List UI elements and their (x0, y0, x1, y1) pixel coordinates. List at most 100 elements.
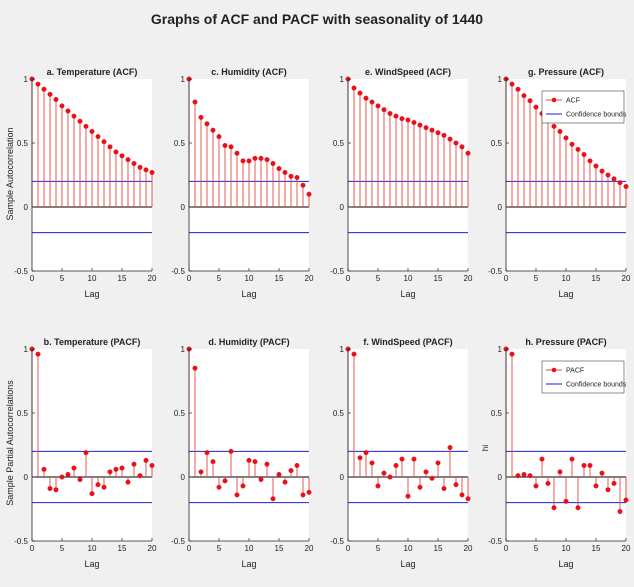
marker-lag-3 (363, 450, 369, 456)
y-tick-label: 1 (498, 75, 503, 84)
x-tick-label: 20 (464, 274, 473, 283)
x-tick-label: 10 (88, 274, 97, 283)
marker-lag-15 (593, 483, 599, 489)
y-tick-label: 0.5 (17, 139, 29, 148)
y-tick-label: -0.5 (171, 267, 185, 276)
y-tick-label: 0 (498, 473, 503, 482)
x-tick-label: 5 (534, 544, 539, 553)
marker-lag-8 (551, 123, 557, 129)
marker-lag-6 (381, 107, 387, 113)
marker-lag-6 (65, 471, 71, 477)
marker-lag-11 (569, 141, 575, 147)
panel-title: a. Temperature (ACF) (47, 67, 138, 77)
legend-box (541, 360, 625, 394)
marker-lag-9 (83, 450, 89, 456)
marker-lag-13 (423, 469, 429, 475)
panel-title: c. Humidity (ACF) (211, 67, 287, 77)
marker-lag-20 (306, 191, 312, 197)
x-axis-label: Lag (84, 559, 99, 569)
legend-entry-series: ACF (566, 98, 580, 105)
marker-lag-3 (204, 121, 210, 127)
marker-lag-1 (35, 81, 41, 87)
marker-lag-5 (216, 484, 222, 490)
x-axis-label: Lag (400, 289, 415, 299)
marker-lag-3 (47, 486, 53, 492)
marker-lag-4 (210, 127, 216, 133)
marker-lag-8 (77, 477, 83, 483)
x-tick-label: 20 (464, 544, 473, 553)
y-tick-label: -0.5 (488, 267, 502, 276)
x-tick-label: 10 (404, 274, 413, 283)
y-tick-label: 0 (340, 203, 345, 212)
ylabel-acf: Sample Autocorrelation (5, 127, 15, 220)
marker-lag-2 (198, 469, 204, 475)
x-tick-label: 0 (504, 274, 509, 283)
marker-lag-2 (198, 114, 204, 120)
marker-lag-2 (515, 86, 521, 92)
x-tick-label: 10 (88, 544, 97, 553)
marker-lag-3 (521, 471, 527, 477)
marker-lag-7 (228, 144, 234, 150)
y-tick-label: 0.5 (491, 139, 503, 148)
marker-lag-4 (527, 473, 533, 479)
marker-lag-16 (599, 168, 605, 174)
marker-lag-19 (617, 509, 623, 515)
x-tick-label: 10 (245, 274, 254, 283)
stray-label: hi (481, 445, 490, 451)
marker-lag-11 (569, 456, 575, 462)
marker-lag-14 (270, 496, 276, 502)
x-tick-label: 0 (187, 544, 192, 553)
marker-lag-11 (411, 456, 417, 462)
marker-lag-20 (149, 169, 155, 175)
marker-lag-8 (551, 505, 557, 511)
marker-lag-6 (539, 456, 545, 462)
x-tick-label: 5 (217, 544, 222, 553)
marker-lag-15 (119, 153, 125, 159)
legend-box (541, 90, 625, 124)
marker-lag-11 (95, 482, 101, 488)
panel-title: e. WindSpeed (ACF) (365, 67, 451, 77)
x-tick-label: 15 (434, 544, 443, 553)
legend-entry-series: PACF (566, 368, 584, 375)
y-tick-label: 1 (24, 345, 29, 354)
marker-lag-14 (113, 149, 119, 155)
marker-lag-4 (53, 487, 59, 493)
plot-area (32, 349, 152, 541)
marker-lag-20 (623, 497, 629, 503)
x-tick-label: 0 (504, 544, 509, 553)
x-axis-label: Lag (400, 559, 415, 569)
marker-lag-8 (393, 113, 399, 119)
y-tick-label: 0.5 (333, 409, 345, 418)
y-tick-label: 0 (181, 473, 186, 482)
marker-lag-4 (369, 99, 375, 105)
x-tick-label: 0 (346, 544, 351, 553)
y-tick-label: 0 (24, 473, 29, 482)
marker-lag-18 (611, 176, 617, 182)
marker-lag-17 (605, 487, 611, 493)
y-tick-label: 0 (181, 203, 186, 212)
marker-lag-1 (192, 99, 198, 105)
x-tick-label: 20 (622, 544, 631, 553)
marker-lag-3 (363, 95, 369, 101)
y-tick-label: 1 (498, 345, 503, 354)
legend-marker-swatch (551, 367, 557, 373)
marker-lag-11 (252, 155, 258, 161)
marker-lag-10 (246, 457, 252, 463)
marker-lag-2 (515, 473, 521, 479)
marker-lag-14 (113, 466, 119, 472)
legend: ACF Confidence bounds (541, 90, 627, 124)
y-tick-label: 0 (340, 473, 345, 482)
x-axis-label: Lag (241, 289, 256, 299)
x-tick-label: 15 (592, 274, 601, 283)
legend-entry-bounds: Confidence bounds (566, 382, 627, 389)
marker-lag-11 (95, 134, 101, 140)
marker-lag-14 (270, 160, 276, 166)
marker-lag-9 (399, 116, 405, 122)
marker-lag-10 (405, 117, 411, 123)
panel-title: g. Pressure (ACF) (528, 67, 604, 77)
chart-panel-4: g. Pressure (ACF)0 5 10 15 20-0.500.51LagACF… (488, 67, 631, 299)
marker-lag-5 (59, 103, 65, 109)
y-tick-label: -0.5 (14, 537, 28, 546)
marker-lag-12 (258, 477, 264, 483)
